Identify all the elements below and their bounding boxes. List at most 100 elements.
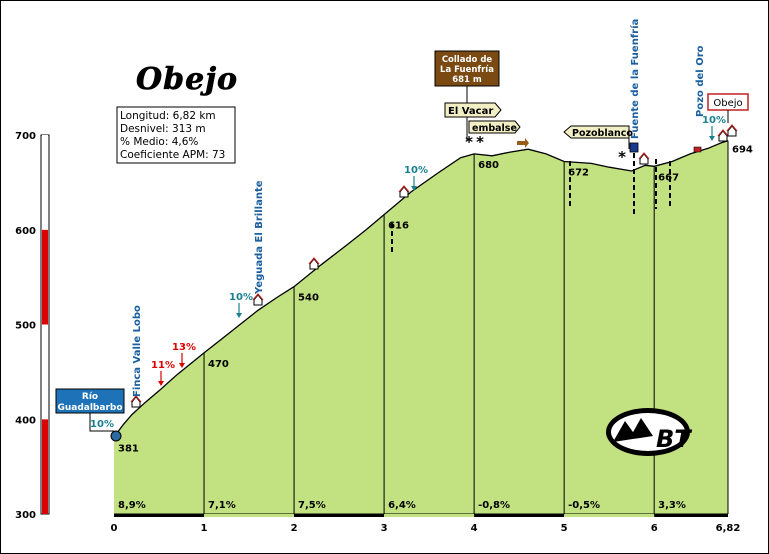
rio-label: Río Guadalbarbo [57,392,122,413]
x-axis-band [294,514,385,517]
house-icon [253,294,263,306]
y-tick-label: 500 [15,321,36,332]
x-axis-band [474,514,565,517]
elevation-labels: 381 470 540 616 680 672 667 694 [118,145,753,455]
x-tick-label: 1 [201,523,208,534]
vacar-sign [444,102,502,118]
extras: * ** [89,124,738,442]
x-axis-band [654,514,728,517]
profile-area [114,140,728,514]
collado-line-2: La Fuenfría [440,65,494,75]
x-tick-label: 6,82 [716,523,741,534]
x-tick-label: 6 [651,523,658,534]
steepness-label: 10% [404,165,428,176]
steepness-label: 11% [151,360,175,371]
steepness-markers: 10% 11% 13% 10% 10% 10% [90,115,726,430]
segment-grades: 8,9% 7,1% 7,5% 6,4% -0,8% -0,5% 3,3% [118,500,686,511]
steepness-arrow-head [236,313,242,318]
x-axis-band [384,514,475,517]
x-tick-label: 4 [471,523,478,534]
steepness-label: 10% [229,292,253,303]
star-icon: * [618,148,626,166]
rio-connector [89,413,114,432]
house-icon [718,130,728,142]
y-tick-label: 600 [15,226,36,237]
y-tick-label: 300 [15,510,36,521]
x-tick-label: 0 [111,523,118,534]
segment-grade: 7,1% [208,500,236,511]
steepness-arrow-head [709,136,715,141]
embalse-sign [468,120,521,134]
chart-title: Obejo [136,62,238,97]
vacar-label: El Vacar [448,106,493,117]
steepness-arrow-head [179,363,185,368]
gradient-bar-segment [42,135,48,230]
axis-ticks: 0 1 2 3 4 5 6 6,82 300 400 500 600 700 [15,131,740,534]
star-icon: * [476,133,484,151]
elevation-label: 616 [388,221,409,232]
house-roof [252,293,264,301]
collado-line-3: 681 m [452,75,482,85]
info-length: Longitud: 6,82 km [120,110,216,122]
embalse-label: embalse [472,123,517,134]
elevation-label: 540 [298,293,319,304]
steepness-label: 10% [702,115,726,126]
km-dividers [203,140,729,514]
x-tick-label: 2 [291,523,298,534]
segment-grade: -0,5% [568,500,600,511]
star-icon: * [465,133,473,151]
info-box [116,106,236,164]
waypoint-label: Pozo del Oro [695,45,706,117]
elevation-label: 672 [568,168,589,179]
waypoint-vertical-labels: Finca Valle Lobo Yeguada El Brillante Fuen… [132,19,706,397]
elevation-label: 381 [118,443,139,454]
fountain-icon [629,142,639,153]
gradient-bar-segment [42,324,48,420]
pozo-icon [693,146,702,153]
x-axis-band [204,514,295,517]
gradient-bar-segment [42,419,48,514]
house-roof [398,185,410,193]
house-roof [638,152,650,160]
steepness-label: 10% [90,419,114,430]
segment-grade: -0,8% [478,500,510,511]
obejo-label: Obejo [713,98,742,109]
elevation-label: 694 [732,145,753,156]
house-roof [130,395,142,403]
segment-grade: 6,4% [388,500,416,511]
elevation-label: 667 [658,172,679,183]
house-icon [309,258,319,270]
elevation-label: 680 [478,160,499,171]
logo-text: BT [656,425,692,453]
house-roof [726,124,738,132]
start-marker [110,430,122,442]
altitude-gradient-bar [40,134,50,515]
collado-line-1: Collado de [442,55,493,65]
house-roof [717,129,729,137]
segment-grade: 3,3% [658,500,686,511]
gradient-bar-segment [42,229,48,325]
house-roof [308,257,320,265]
x-axis-band [564,514,655,517]
house-icon [131,396,141,408]
house-icon [399,186,409,198]
pozoblanco-sign [563,125,630,139]
segment-grade: 8,9% [118,500,146,511]
y-tick-label: 700 [15,131,36,142]
profile-outline [113,140,729,438]
bt-logo: BT [606,408,692,456]
x-tick-label: 5 [561,523,568,534]
info-apm: Coeficiente APM: 73 [120,149,225,161]
x-axis-band [114,514,205,517]
house-icon [727,125,737,137]
waypoint-label: Yeguada El Brillante [254,180,265,295]
y-tick-label: 400 [15,415,36,426]
info-desnivel: Desnivel: 313 m [120,123,206,135]
segment-grade: 7,5% [298,500,326,511]
rio-box [55,388,125,414]
steepness-label: 13% [172,342,196,353]
house-icon [639,153,649,165]
waypoint-label: Fuente de la Fuenfría [629,19,641,139]
